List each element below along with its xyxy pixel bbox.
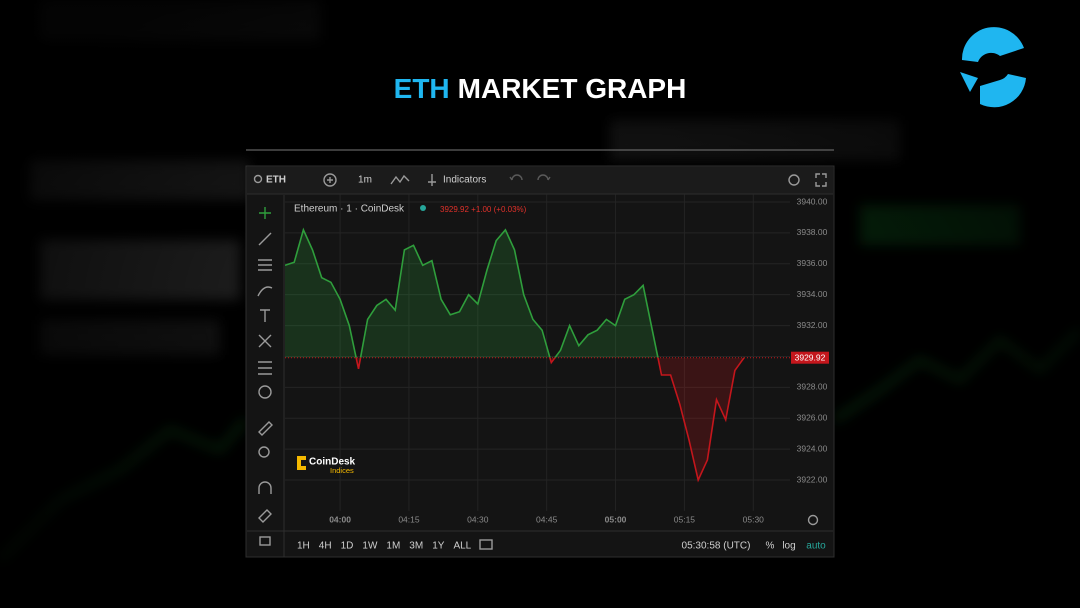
y-tick-label: 3924.00: [797, 443, 828, 453]
area-fill: [285, 229, 658, 358]
date-range-icon[interactable]: [479, 539, 493, 550]
title-accent: ETH: [394, 73, 450, 104]
last-price-label: 3929.92: [795, 352, 826, 362]
y-tick-label: 3922.00: [797, 474, 828, 484]
y-tick-label: 3932.00: [797, 320, 828, 330]
brand-logo: [960, 27, 1026, 108]
range-button[interactable]: 1H: [297, 541, 310, 552]
y-tick-label: 3936.00: [797, 258, 828, 268]
indicators-icon[interactable]: [428, 174, 436, 186]
logo-brand: CoinDesk: [309, 457, 356, 468]
y-tick-label: 3938.00: [797, 227, 828, 237]
range-button[interactable]: 1M: [386, 541, 400, 552]
price-line: [285, 227, 745, 358]
logo-sub: Indices: [330, 466, 354, 475]
range-button[interactable]: ALL: [453, 541, 471, 552]
chart-type-icon[interactable]: [390, 174, 410, 185]
area-fill: [285, 357, 745, 480]
toolbar: [247, 167, 833, 194]
x-tick-label: 05:15: [674, 514, 696, 524]
last-price-tag: [791, 351, 829, 364]
range-button[interactable]: 3M: [409, 541, 423, 552]
x-tick-label: 05:00: [605, 514, 627, 524]
settings[interactable]: [788, 174, 800, 186]
x-tick-label: 05:30: [743, 514, 765, 524]
x-tick-label: 04:15: [398, 514, 420, 524]
undo[interactable]: [509, 174, 523, 181]
chart-panel: [245, 165, 835, 558]
search-icon[interactable]: [253, 174, 263, 184]
clock: 05:30:58 (UTC): [682, 541, 751, 552]
indicators-button[interactable]: Indicators: [443, 175, 486, 186]
y-tick-label: 3934.00: [797, 289, 828, 299]
legend-quote: 3929.92 +1.00 (+0.03%): [440, 205, 527, 214]
drawing-tools[interactable]: [257, 207, 273, 546]
fullscreen[interactable]: [815, 173, 827, 187]
redo[interactable]: [537, 174, 551, 181]
interval[interactable]: 1m: [358, 175, 372, 186]
range-button[interactable]: 1D: [341, 541, 354, 552]
y-tick-label: 3940.00: [797, 196, 828, 206]
page-title: ETH MARKET GRAPH: [394, 73, 687, 104]
range-button[interactable]: 1W: [362, 541, 378, 552]
live-dot: [420, 205, 426, 211]
symbol[interactable]: ETH: [266, 175, 286, 186]
plot: 3922.003924.003926.003928.003930.003932.…: [285, 194, 829, 524]
price-line: [355, 357, 745, 483]
percent-toggle[interactable]: %: [766, 541, 775, 552]
legend-name: Ethereum · 1 · CoinDesk: [294, 204, 405, 215]
range-button[interactable]: 1Y: [432, 541, 445, 552]
range-button[interactable]: 4H: [319, 541, 332, 552]
x-tick-label: 04:45: [536, 514, 558, 524]
x-tick-label: 04:00: [329, 514, 351, 524]
axis-settings[interactable]: [807, 514, 819, 526]
y-tick-label: 3928.00: [797, 382, 828, 392]
title-rest: MARKET GRAPH: [458, 73, 687, 104]
auto-toggle[interactable]: auto: [806, 541, 826, 552]
x-tick-label: 04:30: [467, 514, 489, 524]
y-tick-label: 3926.00: [797, 412, 828, 422]
log-toggle[interactable]: log: [782, 541, 795, 552]
coindesk-logo: CoinDesk Indices: [297, 456, 356, 475]
add-symbol[interactable]: [323, 173, 337, 187]
